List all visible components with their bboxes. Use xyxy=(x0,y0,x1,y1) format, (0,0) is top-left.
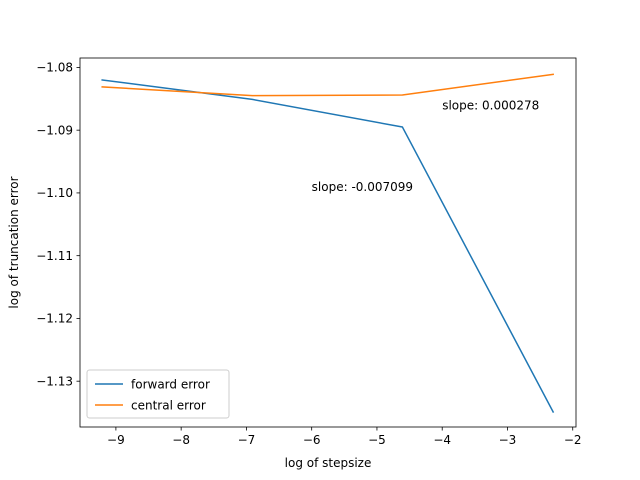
plot-area xyxy=(101,73,555,413)
plot-frame xyxy=(79,57,577,428)
axes: −9 −8 −7 −6 −5 −4 −3 −2 −1.08 −1.09 −1.10 −1.11 −1.1… xyxy=(36,57,582,447)
x-tick-label: −4 xyxy=(433,433,451,447)
legend-label: central error xyxy=(131,399,206,413)
y-tick-label: −1.13 xyxy=(36,374,73,388)
legend-box xyxy=(86,369,230,419)
x-tick-label: −5 xyxy=(368,433,386,447)
legend-label: forward error xyxy=(131,378,210,392)
x-tick-label: −3 xyxy=(499,433,517,447)
x-axis-label: log of stepsize xyxy=(285,456,372,470)
x-tick-label: −2 xyxy=(564,433,582,447)
series-line-forward-error xyxy=(101,79,555,413)
slope-annotation: slope: -0.007099 xyxy=(312,180,413,194)
annotations: slope: -0.007099 slope: 0.000278 xyxy=(312,98,540,194)
y-tick-label: −1.11 xyxy=(36,249,73,263)
x-tick-label: −6 xyxy=(303,433,321,447)
y-tick-label: −1.08 xyxy=(36,61,73,75)
x-tick-label: −9 xyxy=(107,433,125,447)
y-tick-label: −1.09 xyxy=(36,123,73,137)
legend: forward error central error xyxy=(86,369,230,419)
x-tick-label: −7 xyxy=(238,433,256,447)
series-line-central-error xyxy=(101,73,555,97)
y-tick-label: −1.12 xyxy=(36,312,73,326)
x-tick-label: −8 xyxy=(172,433,190,447)
slope-annotation: slope: 0.000278 xyxy=(442,98,539,112)
y-axis-label: log of truncation error xyxy=(7,176,21,308)
y-tick-label: −1.10 xyxy=(36,186,73,200)
